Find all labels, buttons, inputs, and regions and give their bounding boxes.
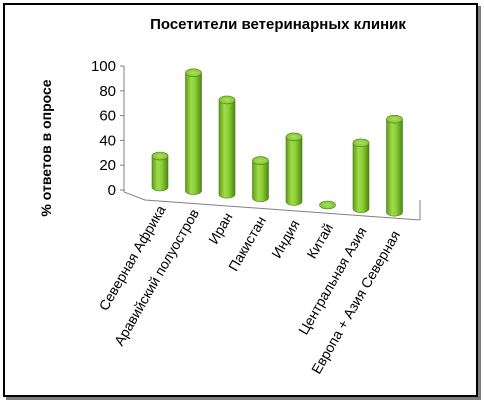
bar xyxy=(252,156,269,203)
y-tick-label: 40 xyxy=(99,132,116,149)
y-tick-label: 0 xyxy=(108,182,116,199)
y-tick-labels: 0 20 40 60 80 100 xyxy=(91,58,124,199)
bar xyxy=(285,132,303,206)
y-tick-label: 20 xyxy=(99,157,116,174)
y-tick-label: 100 xyxy=(91,58,116,75)
bar xyxy=(352,138,370,213)
chart-title: Посетители ветеринарных клиник xyxy=(150,16,406,33)
x-tick-label: Индия xyxy=(268,217,303,261)
bars xyxy=(151,68,403,217)
bar xyxy=(218,95,236,199)
axes xyxy=(123,66,421,221)
x-tick-label: Китай xyxy=(303,221,336,262)
y-tick-label: 80 xyxy=(99,83,116,100)
y-axis-label: % ответов в опросе xyxy=(38,79,54,216)
bar xyxy=(185,68,202,195)
bar xyxy=(151,151,169,192)
bar xyxy=(386,114,403,217)
bar xyxy=(319,200,336,210)
y-tick-label: 60 xyxy=(99,108,116,125)
x-tick-label: Иран xyxy=(205,210,236,247)
